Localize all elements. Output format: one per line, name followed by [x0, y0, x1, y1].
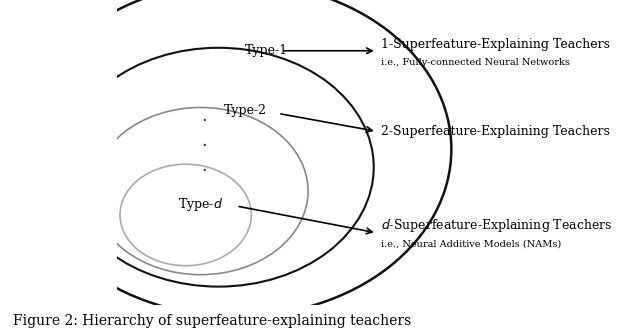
Text: Type-$d$: Type-$d$ — [178, 196, 223, 213]
Text: ·
·
·: · · · — [201, 112, 207, 180]
Text: Type-2: Type-2 — [224, 104, 267, 117]
Text: i.e., Neural Additive Models (NAMs): i.e., Neural Additive Models (NAMs) — [381, 239, 561, 248]
Text: 2-Superfeature-Explaining Teachers: 2-Superfeature-Explaining Teachers — [381, 125, 610, 138]
Text: Type-1: Type-1 — [244, 44, 288, 57]
Text: i.e., Fully-connected Neural Networks: i.e., Fully-connected Neural Networks — [381, 58, 570, 67]
Text: Figure 2: Hierarchy of superfeature-explaining teachers: Figure 2: Hierarchy of superfeature-expl… — [13, 314, 411, 328]
Text: 1-Superfeature-Explaining Teachers: 1-Superfeature-Explaining Teachers — [381, 38, 610, 51]
Text: $d$-Superfeature-Explaining Teachers: $d$-Superfeature-Explaining Teachers — [381, 217, 612, 234]
